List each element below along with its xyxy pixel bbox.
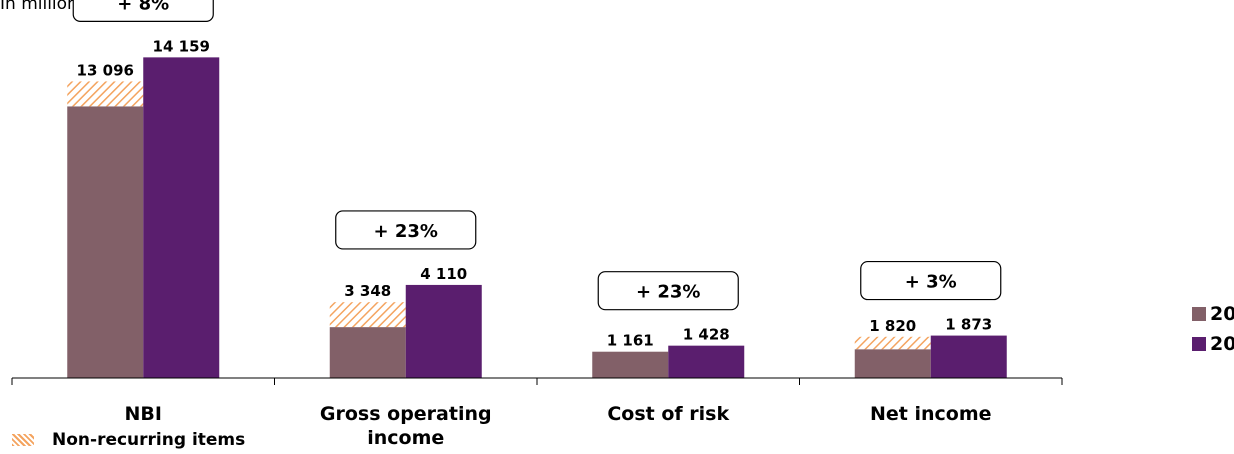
data-label-2008: 13 096	[77, 61, 134, 79]
non-recurring-label: Non-recurring items	[52, 430, 246, 450]
bar-2008-non-recurring	[329, 302, 406, 328]
bar-2008-non-recurring	[854, 336, 931, 350]
data-label-2009: 14 159	[153, 37, 210, 55]
legend-swatch-2008	[1192, 307, 1206, 321]
non-recurring-swatch	[12, 434, 34, 446]
legend-item-2009: 2009	[1192, 333, 1234, 355]
bar-2008	[854, 349, 931, 378]
category-label: NBI	[125, 403, 162, 425]
bar-2008	[592, 351, 669, 378]
bar-2008	[329, 327, 406, 378]
category-label: Cost of risk	[607, 403, 729, 425]
data-label-2008: 1 820	[869, 317, 916, 335]
bar-2009	[930, 335, 1007, 378]
category-label: Gross operating	[320, 403, 492, 425]
bar-2008	[67, 106, 144, 379]
data-label-2009: 4 110	[420, 265, 467, 283]
data-label-2008: 3 348	[344, 282, 391, 300]
growth-badge-label: + 23%	[636, 282, 700, 303]
growth-badge	[597, 271, 739, 311]
non-recurring-note: Non-recurring items	[12, 430, 245, 450]
data-label-2008: 1 161	[607, 332, 654, 350]
bar-2009	[405, 284, 482, 378]
bar-2009	[668, 345, 745, 378]
growth-badge-label: + 3%	[905, 272, 957, 293]
category-label: Net income	[870, 403, 992, 425]
bar-2008-non-recurring	[67, 81, 144, 107]
growth-badge-label: + 8%	[117, 0, 169, 14]
legend-label-2009: 2009	[1210, 333, 1234, 355]
legend-item-2008: 2008	[1192, 303, 1234, 325]
growth-badge	[335, 210, 477, 250]
growth-badge	[72, 0, 214, 22]
category-label: income	[367, 427, 444, 449]
growth-badge-label: + 23%	[374, 221, 438, 242]
growth-badge	[860, 260, 1002, 301]
data-label-2009: 1 873	[945, 316, 992, 334]
legend-swatch-2009	[1192, 337, 1206, 351]
legend-label-2008: 2008	[1210, 303, 1234, 325]
data-label-2009: 1 428	[683, 326, 730, 344]
bar-2009	[143, 57, 220, 379]
